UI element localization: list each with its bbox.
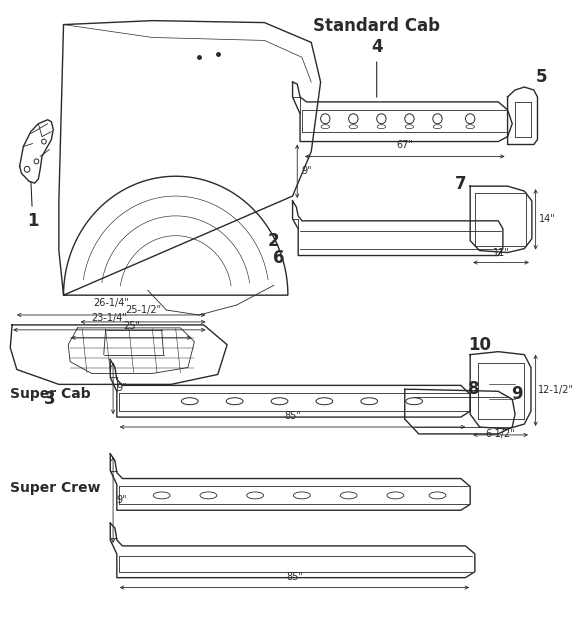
Text: 3: 3 xyxy=(44,390,55,408)
Text: 7: 7 xyxy=(455,175,466,193)
Text: 12-1/2": 12-1/2" xyxy=(539,386,575,395)
Text: 9": 9" xyxy=(116,383,127,393)
Text: 25-1/2": 25-1/2" xyxy=(125,305,161,315)
Text: 2: 2 xyxy=(268,232,280,250)
Text: 26-1/4": 26-1/4" xyxy=(93,298,129,308)
Text: 8: 8 xyxy=(468,381,480,398)
Text: 85": 85" xyxy=(284,411,301,421)
Text: 5: 5 xyxy=(535,68,547,86)
Text: Super Cab: Super Cab xyxy=(10,387,91,401)
Text: 9: 9 xyxy=(511,386,523,403)
Text: 9": 9" xyxy=(116,495,127,505)
Text: 1: 1 xyxy=(27,182,39,230)
Text: 10: 10 xyxy=(468,336,491,354)
Text: 11": 11" xyxy=(492,247,509,257)
Text: 4: 4 xyxy=(371,38,383,97)
Text: 14": 14" xyxy=(539,214,556,224)
Text: 85": 85" xyxy=(286,571,303,582)
Text: 6: 6 xyxy=(273,249,284,268)
Text: 6-1/2": 6-1/2" xyxy=(486,429,516,439)
Text: 25": 25" xyxy=(123,321,140,331)
Text: 67": 67" xyxy=(397,141,413,151)
Text: Super Crew: Super Crew xyxy=(10,482,101,495)
Text: 23-1/4": 23-1/4" xyxy=(91,313,127,323)
Text: 9": 9" xyxy=(301,166,312,176)
Text: Standard Cab: Standard Cab xyxy=(313,17,440,35)
